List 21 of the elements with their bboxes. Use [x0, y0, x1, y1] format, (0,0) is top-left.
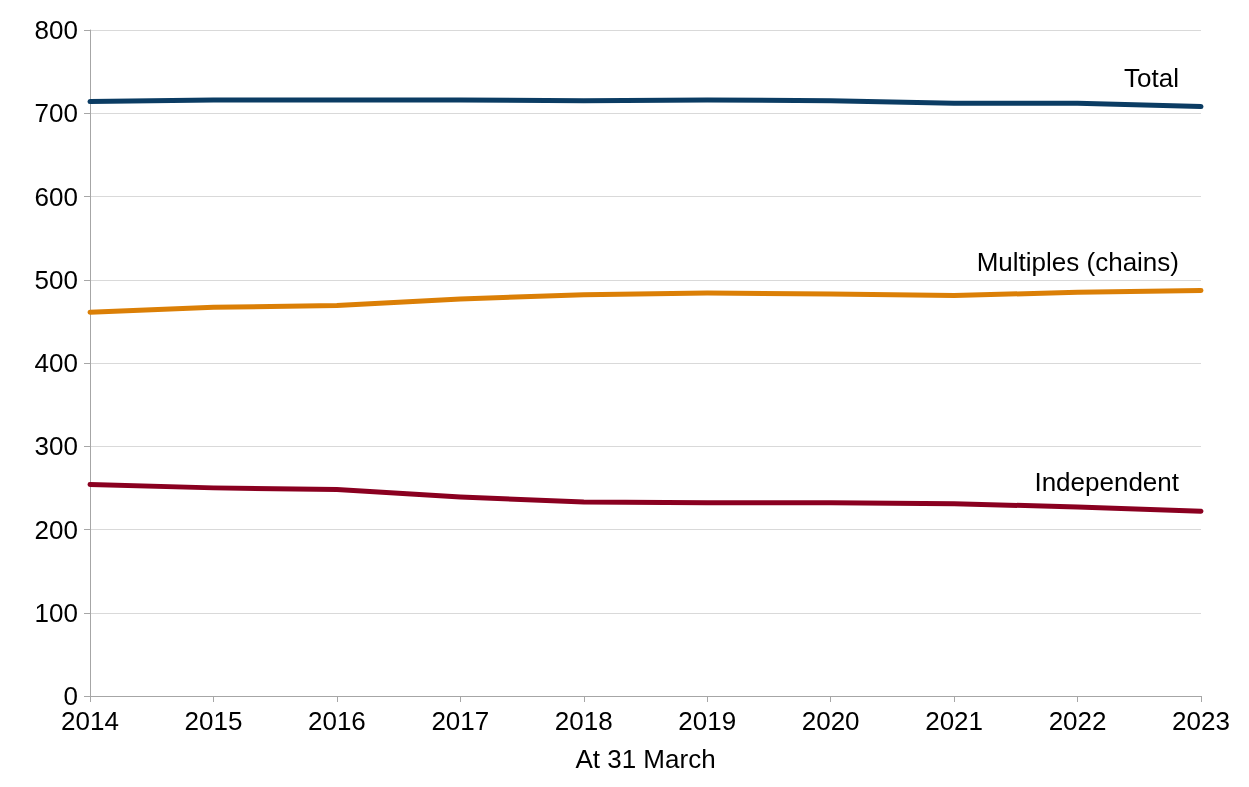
x-tick-label: 2015	[184, 706, 243, 736]
x-tick-label: 2023	[1172, 706, 1230, 736]
y-tick-label: 700	[34, 98, 78, 129]
x-tick-label: 2019	[678, 706, 737, 736]
x-tick-label: 2018	[554, 706, 613, 736]
x-tick-label: 2020	[801, 706, 860, 736]
x-tick-label: 2016	[307, 706, 366, 736]
y-tick-label: 600	[34, 181, 78, 212]
y-tick-label: 200	[34, 514, 78, 545]
series-label: Independent	[1034, 467, 1180, 498]
series-label: Total	[1124, 62, 1179, 93]
y-tick-label: 300	[34, 431, 78, 462]
x-axis-title: At 31 March	[575, 744, 716, 774]
x-tick-label: 2021	[925, 706, 984, 736]
x-tick-label: 2017	[431, 706, 490, 736]
y-tick-label: 800	[34, 15, 78, 45]
y-tick-label: 500	[34, 264, 78, 295]
x-tick-label: 2022	[1048, 706, 1107, 736]
y-tick-label: 400	[34, 348, 78, 378]
y-tick-label: 100	[34, 597, 78, 628]
series-label: Multiples (chains)	[976, 246, 1179, 277]
